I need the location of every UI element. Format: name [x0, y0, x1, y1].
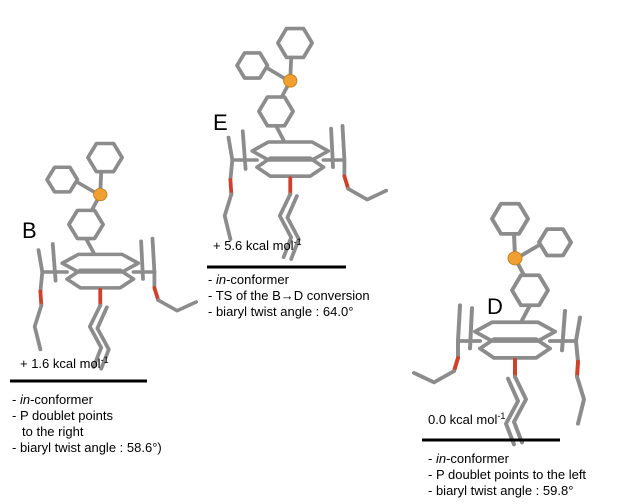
note-text: P doublet points [20, 408, 113, 423]
structure-label: D [487, 294, 503, 319]
note-line: - in-conformer [12, 392, 94, 407]
note-line: - in-conformer [428, 451, 510, 466]
note-italic: in [20, 392, 30, 407]
note-prefix: - [208, 288, 216, 303]
note-prefix: - [208, 304, 216, 319]
note-text: -conformer [446, 451, 510, 466]
note-text: to the right [22, 424, 84, 439]
note-italic: in [436, 451, 446, 466]
note-text: -conformer [226, 272, 290, 287]
molecule-e [225, 29, 387, 259]
note-line: - P doublet points to the left [428, 467, 586, 482]
energy-label: 0.0 kcal mol-1 [428, 411, 505, 427]
energy-label: + 5.6 kcal mol-1 [213, 237, 302, 253]
note-prefix: - [208, 272, 216, 287]
note-text: biaryl twist angle : 58.6°) [20, 440, 162, 455]
note-prefix: - [12, 392, 20, 407]
note-italic: in [216, 272, 226, 287]
figure: B+ 1.6 kcal mol-1- in-conformer- P doubl… [0, 0, 628, 504]
energy-value: + 1.6 kcal mol [20, 356, 101, 371]
energy-unit-exponent: -1 [294, 237, 302, 247]
note-line: - in-conformer [208, 272, 290, 287]
note-text: P doublet points to the left [436, 467, 586, 482]
energy-unit-exponent: -1 [497, 411, 505, 421]
molecule-d [414, 204, 584, 445]
note-line: - biaryl twist angle : 64.0° [208, 304, 353, 319]
energy-value: 0.0 kcal mol [428, 412, 497, 427]
note-line: - biaryl twist angle : 59.8° [428, 483, 573, 498]
note-prefix: - [12, 440, 20, 455]
note-prefix: - [428, 451, 436, 466]
energy-value: + 5.6 kcal mol [213, 238, 294, 253]
note-prefix: - [12, 408, 20, 423]
energy-label: + 1.6 kcal mol-1 [20, 355, 109, 371]
note-text: biaryl twist angle : 64.0° [216, 304, 353, 319]
note-line: - P doublet points [12, 408, 113, 423]
note-text: biaryl twist angle : 59.8° [436, 483, 573, 498]
note-line: - TS of the B→D conversion [208, 288, 370, 303]
molecule-b [35, 144, 197, 369]
structure-label: E [213, 110, 228, 135]
note-line: - biaryl twist angle : 58.6°) [12, 440, 162, 455]
note-line: to the right [22, 424, 84, 439]
note-prefix: - [428, 467, 436, 482]
note-text: -conformer [30, 392, 94, 407]
note-prefix: - [428, 483, 436, 498]
energy-unit-exponent: -1 [101, 355, 109, 365]
note-text: TS of the B→D conversion [216, 288, 370, 303]
structure-label: B [22, 218, 37, 243]
